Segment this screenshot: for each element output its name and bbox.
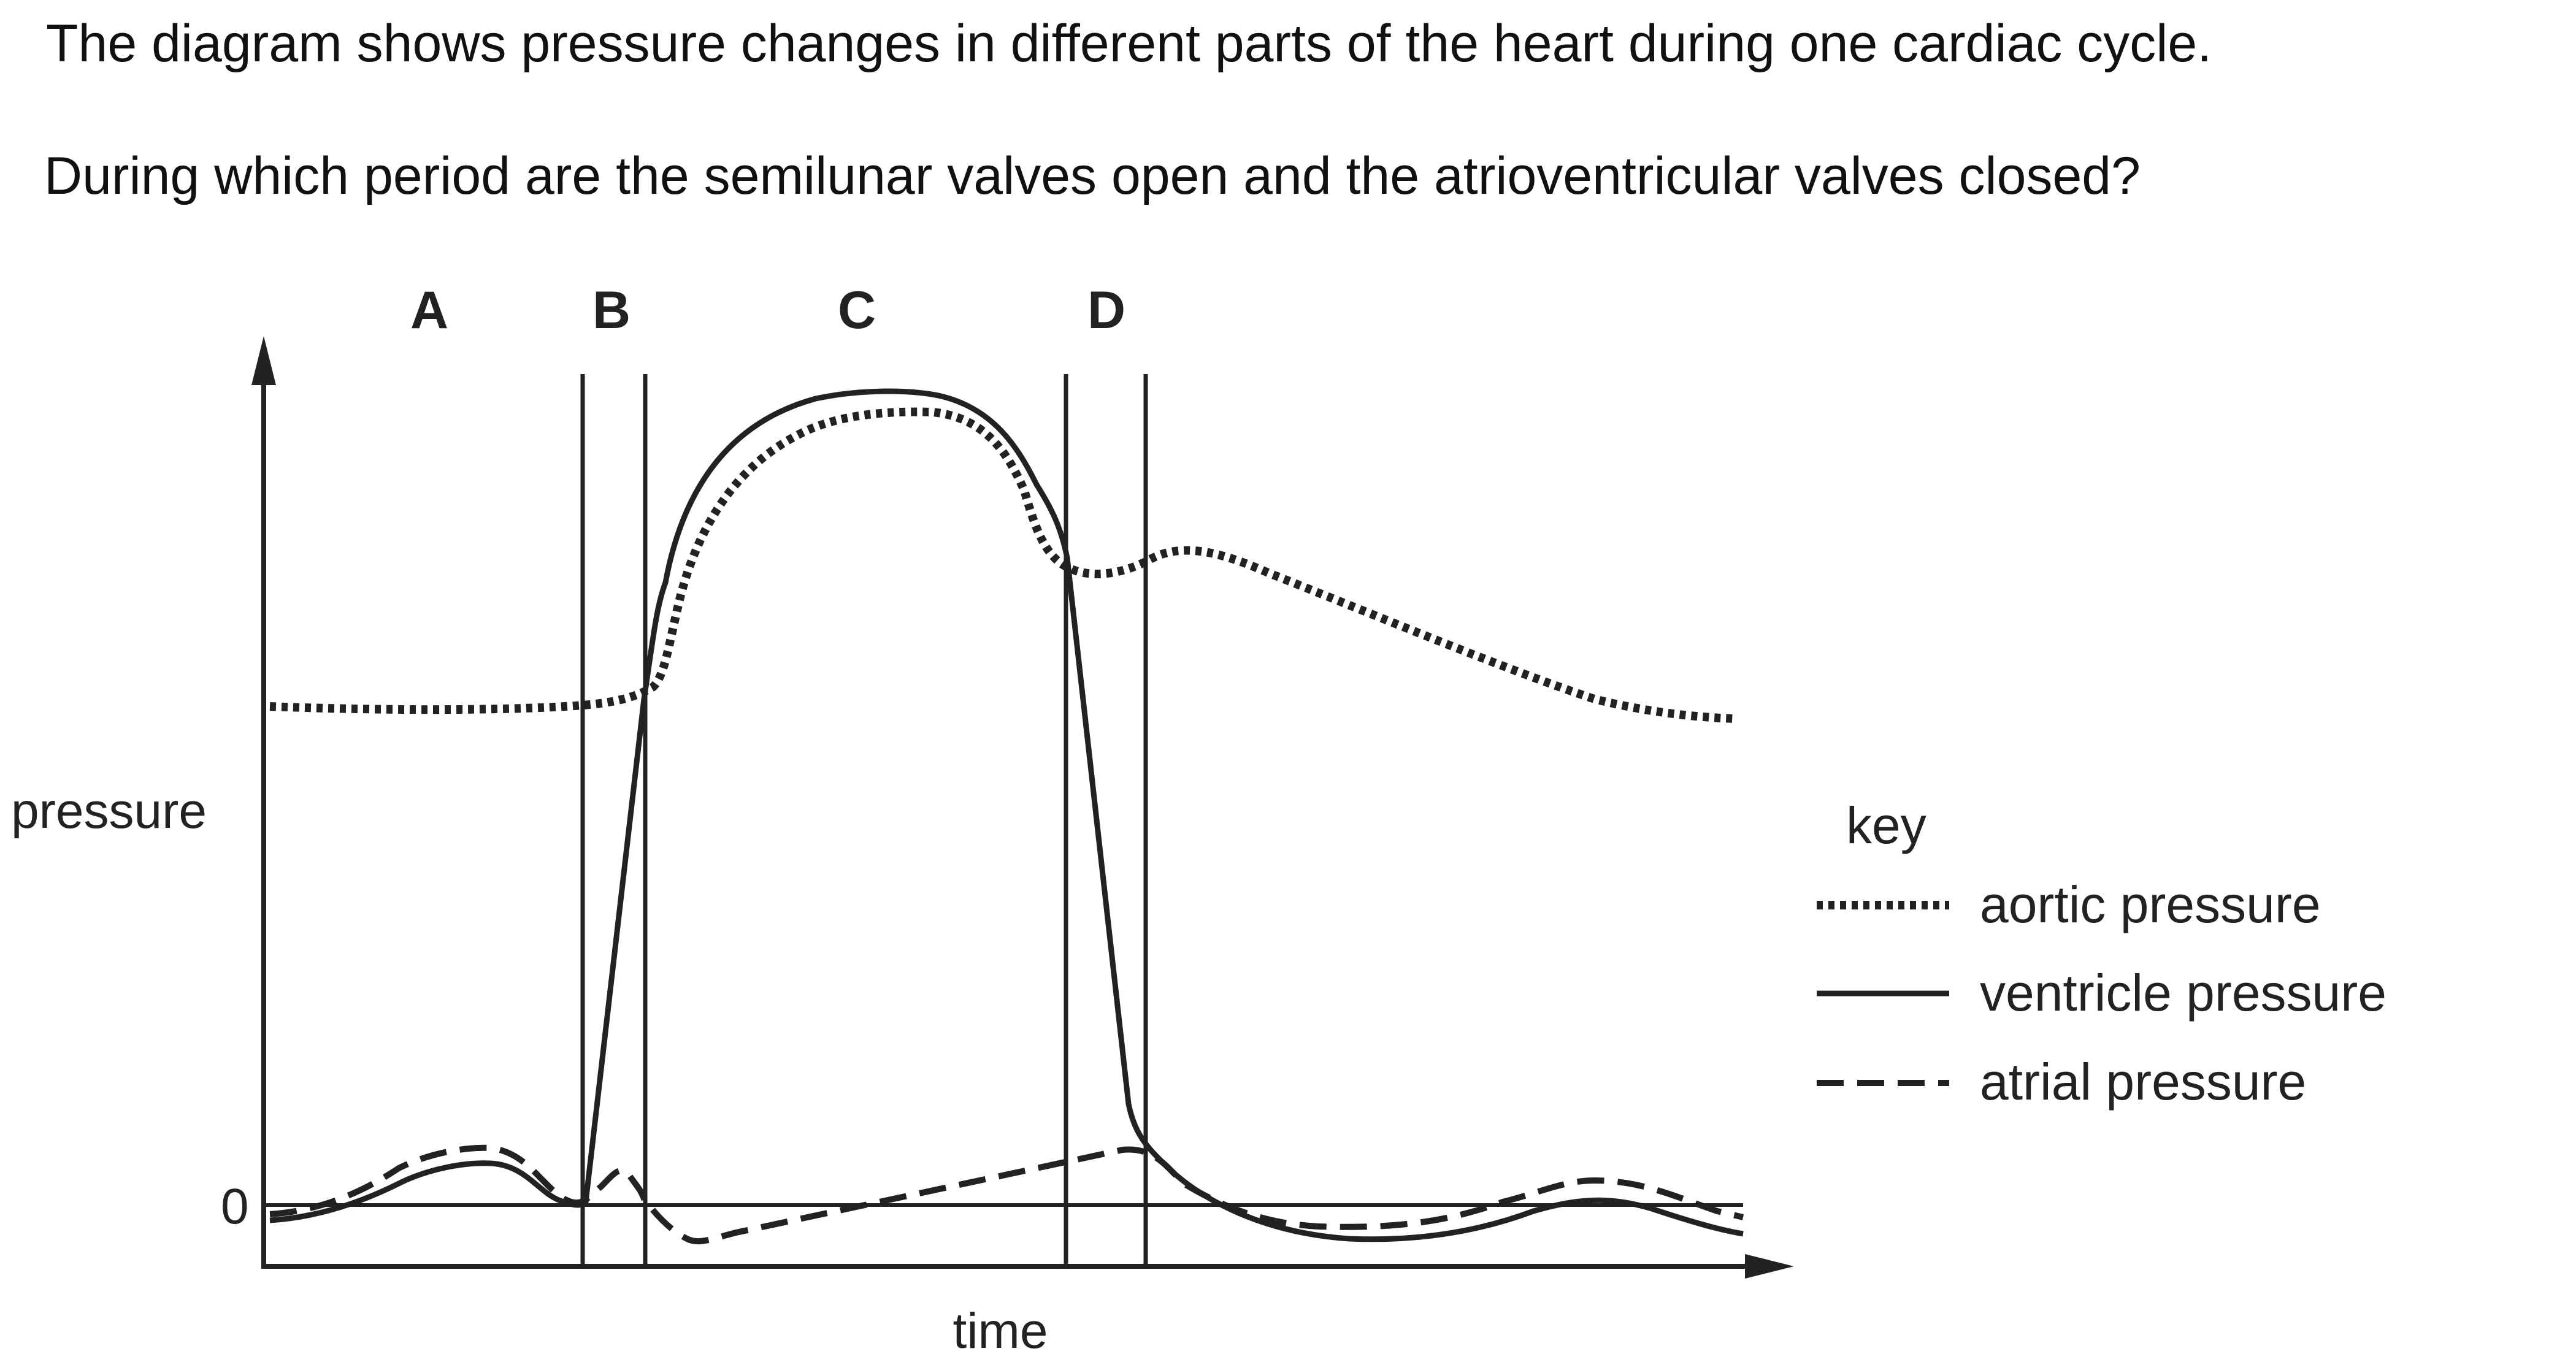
question-intro: The diagram shows pressure changes in di… (46, 14, 2212, 73)
x-axis-label: time (953, 1303, 1048, 1359)
zero-label: 0 (221, 1179, 249, 1234)
period-label-c: C (838, 281, 876, 340)
key-label-ventricle: ventricle pressure (1980, 964, 2386, 1022)
period-label-d: D (1087, 281, 1125, 340)
question-prompt: During which period are the semilunar va… (44, 147, 2141, 205)
y-axis-arrowhead (251, 336, 276, 385)
key-title: key (1846, 797, 1926, 854)
x-axis-arrowhead (1745, 1254, 1794, 1279)
aortic-pressure-curve (269, 407, 1736, 723)
ventricle-pressure-curve (269, 388, 1744, 1242)
atrial-pressure-curve (269, 1144, 1744, 1245)
period-label-a: A (410, 281, 448, 340)
key-label-aortic: aortic pressure (1980, 876, 2321, 933)
y-axis-label: pressure (11, 783, 207, 839)
period-label-b: B (592, 281, 631, 340)
key-label-atrial: atrial pressure (1980, 1053, 2306, 1111)
key-legend: key aortic pressure ventricle pressure a… (1817, 797, 2386, 1111)
